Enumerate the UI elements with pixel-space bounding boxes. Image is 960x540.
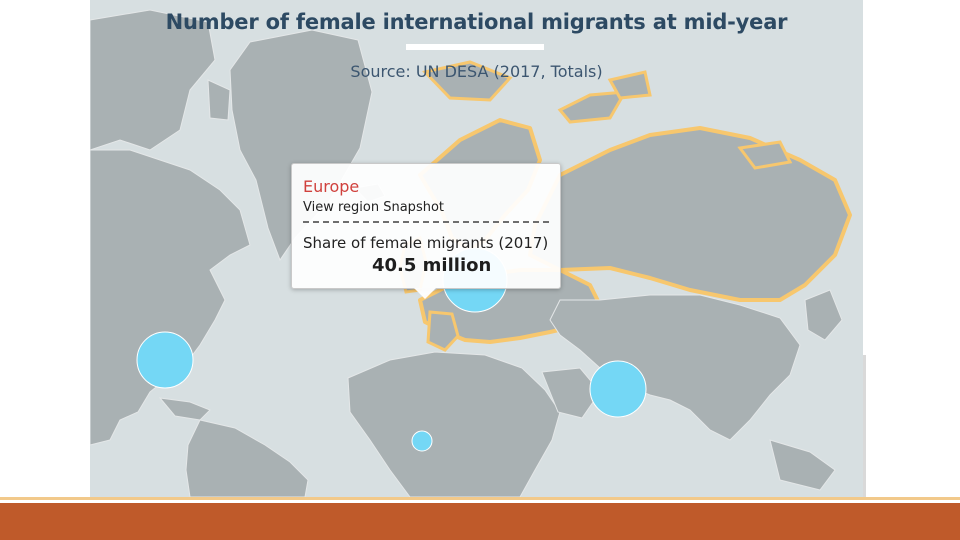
chart-source: Source: UN DESA (2017, Totals)	[350, 62, 603, 81]
bubble-africa[interactable]	[411, 430, 433, 452]
tooltip-divider	[303, 221, 549, 223]
world-map[interactable]	[90, 0, 863, 497]
region-tooltip: Europe View region Snapshot Share of fem…	[291, 163, 561, 299]
accent-line	[0, 497, 960, 500]
asia[interactable]	[549, 294, 801, 441]
footer-bar	[0, 503, 960, 540]
south-america[interactable]	[185, 419, 309, 497]
view-region-snapshot-link[interactable]: View region Snapshot	[303, 200, 445, 215]
chart-title: Number of female international migrants …	[165, 10, 788, 34]
tooltip-pointer	[414, 288, 436, 299]
map-panel[interactable]: Number of female international migrants …	[90, 0, 863, 497]
title-underline	[406, 44, 544, 50]
bubble-northern-america[interactable]	[136, 331, 194, 389]
africa[interactable]	[347, 351, 561, 497]
tooltip-metric-value: 40.5 million	[372, 255, 492, 276]
bubble-asia[interactable]	[589, 360, 647, 418]
arctic-islands[interactable]	[90, 9, 216, 151]
tooltip-region-name: Europe	[303, 177, 360, 196]
north-america[interactable]	[90, 149, 251, 446]
russia[interactable]	[528, 126, 852, 302]
scrollbar[interactable]	[863, 355, 866, 497]
tooltip-metric-label: Share of female migrants (2017)	[303, 234, 549, 252]
greenland[interactable]	[229, 29, 373, 262]
